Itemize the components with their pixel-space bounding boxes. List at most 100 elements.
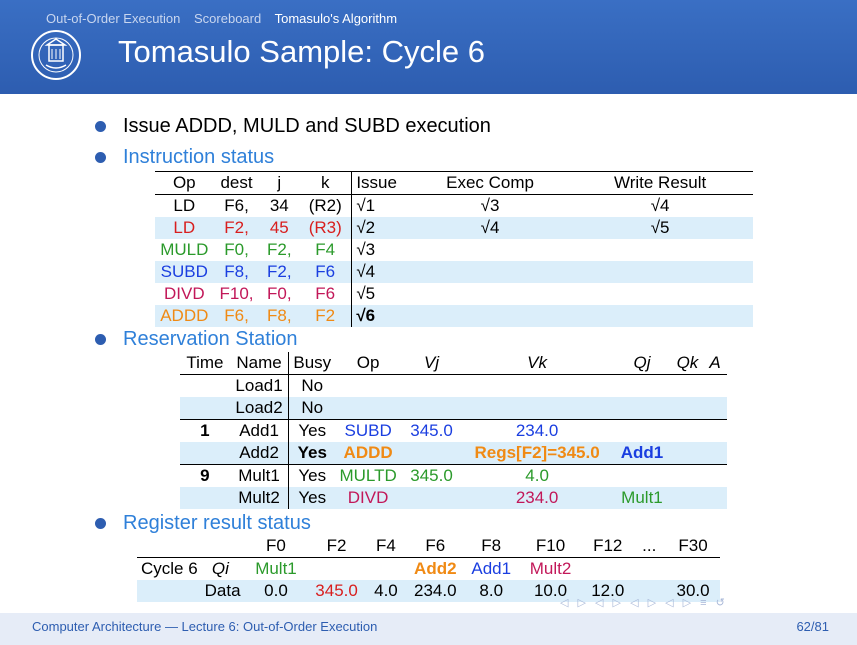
table-row: Load2 No (180, 397, 727, 420)
cell-dest: F2, (213, 217, 260, 239)
cell-qi (366, 558, 406, 581)
table-row: LD F6, 34 (R2) √1 √3 √4 (155, 194, 753, 217)
cell-qj (612, 397, 672, 420)
table-row: MULD F0, F2, F4 √3 (155, 239, 753, 261)
page-number: 62/81 (796, 619, 829, 634)
cell-data: 12.0 (583, 580, 633, 602)
col-header: dest (220, 173, 253, 192)
col-header: F12 (593, 536, 623, 555)
col-header: Write Result (613, 173, 707, 192)
register-result-status-table: F0 F2 F4 F6 F8 F10 F12 ... F30 Cycle 6 Q… (137, 535, 720, 602)
table-row: DIVD F10, F0, F6 √5 (155, 283, 753, 305)
cell-data: 8.0 (464, 580, 518, 602)
cell-k: F6 (299, 283, 353, 305)
cell-qj (612, 465, 672, 488)
cell-time: 9 (200, 466, 210, 485)
table-row: Load1 No (180, 374, 727, 398)
cell-a (703, 375, 727, 398)
cell-qj: Add1 (612, 442, 672, 465)
cell-name: Add2 (229, 442, 290, 465)
slide-footer: Computer Architecture — Lecture 6: Out-o… (0, 613, 857, 645)
cell-qj (612, 375, 672, 398)
cell-write (567, 283, 753, 305)
register-qi-row: Cycle 6 Qi Mult1 Add2 Add1 Mult2 (137, 557, 720, 581)
nav-item-scoreboard[interactable]: Scoreboard (194, 11, 262, 26)
cell-exec: √3 (480, 196, 500, 215)
col-header: j (277, 173, 282, 192)
cell-busy: Yes (298, 421, 327, 440)
cell-qk (672, 420, 703, 443)
table-header-row: Op dest j k Issue Exec Comp Write Result (155, 171, 753, 195)
footer-title: Computer Architecture — Lecture 6: Out-o… (32, 619, 378, 634)
cell-op: ADDD (335, 442, 401, 465)
cell-busy: No (288, 397, 336, 420)
cell-vk (462, 397, 613, 420)
row-label: Data (137, 580, 245, 602)
table-row: 1 Add1 Yes SUBD 345.0 234.0 (180, 419, 727, 443)
table-row: 9 Mult1 Yes MULTD 345.0 4.0 (180, 464, 727, 488)
cell-write: √5 (567, 217, 753, 239)
cell-time (180, 487, 230, 509)
cell-dest: F10, (219, 284, 254, 303)
col-header: F2 (326, 536, 347, 555)
col-header: F6 (425, 536, 446, 555)
cell-k: (R2) (299, 194, 353, 217)
nav-item-tomasulo[interactable]: Tomasulo's Algorithm (274, 11, 398, 26)
bullet-icon (95, 334, 106, 345)
cell-data: 30.0 (666, 580, 720, 602)
cell-dest: F6, (224, 196, 249, 215)
cell-busy: Yes (288, 442, 336, 465)
cell-qi: Add2 (414, 559, 457, 578)
cell-op: LD (173, 196, 196, 215)
cell-qi (632, 558, 666, 581)
col-header: F4 (376, 536, 396, 555)
cell-k: (R3) (299, 217, 353, 239)
cell-write (567, 261, 753, 283)
col-header: Name (229, 352, 290, 375)
cell-dest: F6, (213, 305, 260, 327)
cell-data: 345.0 (307, 580, 366, 602)
cell-a (703, 442, 727, 465)
table-row: LD F2, 45 (R3) √2 √4 √5 (155, 217, 753, 239)
cell-vk (462, 375, 612, 398)
cell-k: F4 (299, 239, 353, 261)
cell-op: LD (155, 217, 214, 239)
cell-a (703, 420, 727, 443)
cell-data: 0.0 (244, 580, 308, 602)
cell-qi: Mult2 (529, 559, 572, 578)
cell-a (703, 397, 727, 420)
university-seal-icon (31, 30, 81, 80)
row-label: Cycle 6 Qi (141, 559, 229, 578)
bullet-register-result-status: Register result status (123, 512, 311, 534)
cell-data (632, 580, 667, 602)
cell-write (567, 305, 753, 327)
col-header: Issue (356, 173, 397, 192)
cell-vk: 234.0 (515, 421, 559, 440)
cell-j: F2, (267, 240, 292, 259)
nav-item-ooo[interactable]: Out-of-Order Execution (46, 11, 181, 26)
cell-time (180, 375, 230, 398)
cell-dest: F0, (224, 240, 249, 259)
cell-j: F2, (259, 261, 300, 283)
table-row: SUBD F8, F2, F6 √4 (155, 261, 753, 283)
col-header: ... (642, 536, 657, 555)
cell-data: 234.0 (406, 580, 465, 602)
col-header: Vj (423, 353, 440, 372)
cell-op: MULTD (339, 466, 397, 485)
cell-qk (672, 375, 703, 398)
col-header: Vk (527, 353, 547, 372)
bullet-reservation-station: Reservation Station (123, 328, 298, 350)
cell-j: 45 (259, 217, 300, 239)
col-header: F30 (678, 536, 708, 555)
cell-issue: √6 (351, 305, 413, 327)
bullet-icon (95, 518, 106, 529)
cell-name: Load1 (229, 374, 290, 397)
cell-time (180, 442, 230, 465)
cell-vj (400, 487, 463, 509)
cell-name: Load2 (229, 397, 290, 420)
cell-exec (412, 261, 568, 283)
beamer-navigation-icons[interactable]: ◁ ▷ ◁ ▷ ◁ ▷ ◁ ▷ ≡ ↺ (560, 597, 728, 609)
col-header: Op (172, 173, 196, 192)
cell-busy: No (301, 376, 324, 395)
cell-name: Add1 (229, 419, 290, 442)
